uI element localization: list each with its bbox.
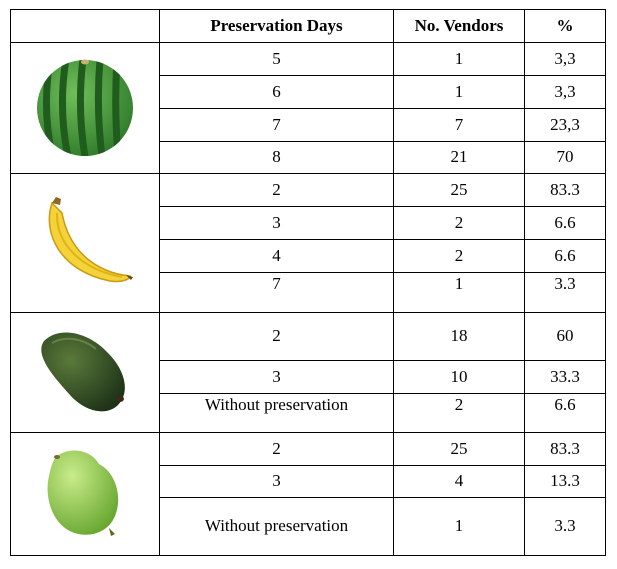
cell-days: 6 (159, 75, 394, 109)
cell-percent: 23,3 (524, 108, 606, 142)
cell-vendors: 25 (393, 173, 525, 207)
cell-days: 4 (159, 239, 394, 273)
table-row: 5 1 3,3 (10, 42, 606, 174)
cell-percent: 60 (524, 312, 606, 361)
fruit-image-cell (10, 432, 160, 556)
guava-icon (47, 450, 119, 536)
cell-days: 8 (159, 141, 394, 174)
cell-percent: 33.3 (524, 360, 606, 394)
cell-percent: 83.3 (524, 432, 606, 466)
cell-percent: 6.6 (524, 206, 606, 240)
watermelon-icon (37, 59, 133, 156)
cell-days: 2 (159, 312, 394, 361)
cell-days: 5 (159, 42, 394, 76)
cell-percent-text: 3.3 (554, 274, 576, 293)
avocado-icon (41, 331, 125, 411)
cell-percent: 6.6 (524, 393, 606, 433)
cell-vendors: 7 (393, 108, 525, 142)
cell-vendors-text: 2 (454, 395, 464, 414)
fruit-image-cell (10, 42, 160, 174)
table-row: 7 1 3.3 (11, 272, 606, 313)
cell-vendors: 1 (393, 272, 525, 313)
table-row: 3 2 6.6 (11, 206, 606, 240)
cell-days: 3 (159, 465, 394, 498)
cell-vendors: 2 (393, 239, 525, 273)
table-row: 7 7 23,3 (11, 108, 606, 142)
table-row: 2 25 83.3 (10, 173, 606, 313)
cell-vendors: 21 (393, 141, 525, 174)
cell-days: 2 (159, 173, 394, 207)
cell-vendors: 1 (393, 75, 525, 109)
cell-vendors: 1 (393, 42, 525, 76)
cell-days: 3 (159, 206, 394, 240)
cell-percent: 83.3 (524, 173, 606, 207)
cell-days-text: Without preservation (204, 395, 349, 414)
cell-percent: 3,3 (524, 75, 606, 109)
cell-days: 7 (159, 272, 394, 313)
header-percent: % (524, 9, 606, 43)
cell-percent: 13.3 (524, 465, 606, 498)
preservation-table: Preservation Days No. Vendors % (10, 9, 606, 556)
cell-vendors: 1 (393, 497, 525, 556)
cell-percent: 70 (524, 141, 606, 174)
header-blank (10, 9, 160, 43)
table-row: 6 1 3,3 (11, 75, 606, 109)
cell-vendors: 4 (393, 465, 525, 498)
cell-vendors: 18 (393, 312, 525, 361)
cell-percent: 3.3 (524, 272, 606, 313)
header-row: Preservation Days No. Vendors % (10, 9, 606, 43)
header-no-vendors: No. Vendors (393, 9, 525, 43)
cell-days-text: 7 (272, 274, 281, 293)
cell-vendors: 2 (393, 206, 525, 240)
fruit-image-cell (10, 173, 160, 313)
cell-percent: 6.6 (524, 239, 606, 273)
cell-days: 2 (159, 432, 394, 466)
cell-percent: 3,3 (524, 42, 606, 76)
cell-vendors-text: 1 (454, 274, 464, 293)
cell-percent-text: 6.6 (554, 395, 576, 414)
cell-days: Without preservation (159, 393, 394, 433)
cell-days: 3 (159, 360, 394, 394)
cell-vendors: 2 (393, 393, 525, 433)
cell-percent: 3.3 (524, 497, 606, 556)
cell-vendors: 10 (393, 360, 525, 394)
cell-vendors: 25 (393, 432, 525, 466)
fruit-image-cell (10, 312, 160, 433)
cell-days: 7 (159, 108, 394, 142)
cell-days: Without preservation (159, 497, 394, 556)
table-row: Without preservation 1 3.3 (11, 497, 606, 556)
table-row: 3 10 33.3 (11, 360, 606, 394)
banana-icon (48, 197, 133, 283)
table-row: 2 18 60 (10, 312, 606, 433)
header-preservation-days: Preservation Days (159, 9, 394, 43)
table-row: 2 25 83.3 (10, 432, 606, 556)
